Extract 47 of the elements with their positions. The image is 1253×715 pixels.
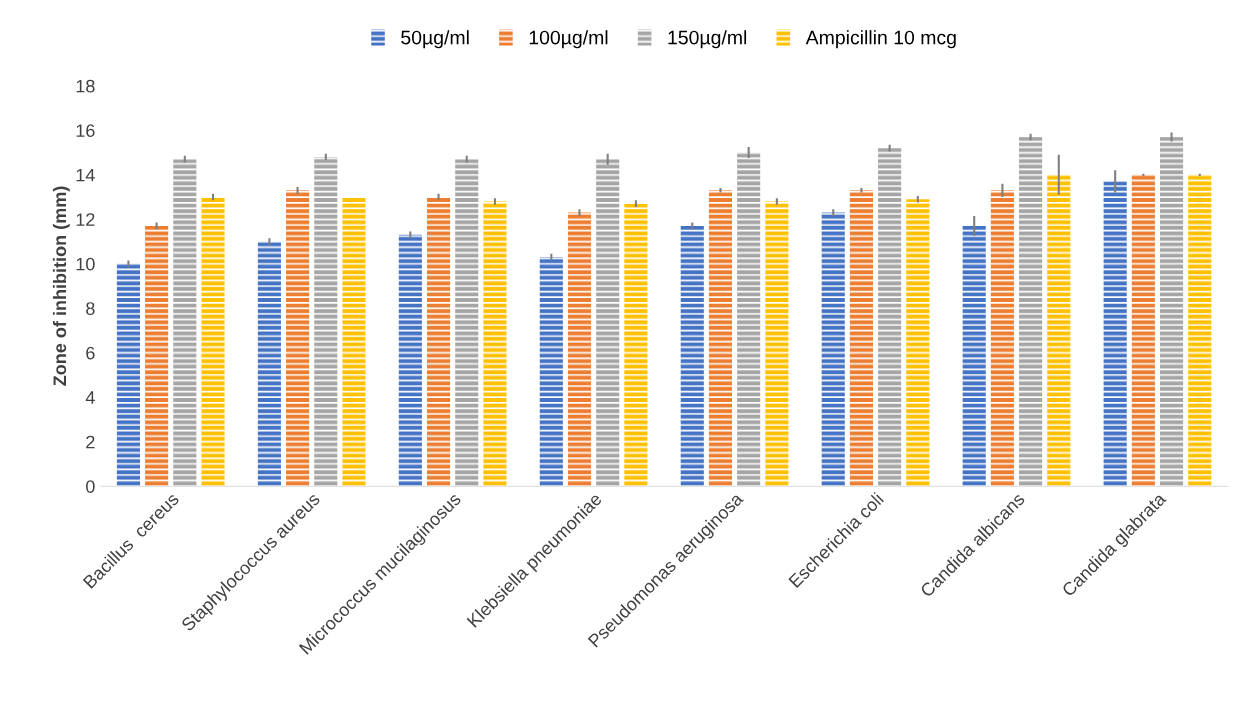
bar	[624, 203, 648, 487]
y-tick-label: 0	[86, 480, 95, 493]
bar	[426, 197, 451, 487]
bar	[990, 190, 1014, 487]
bar	[680, 225, 704, 487]
bar	[1019, 136, 1043, 487]
legend-label: 150µg/ml	[668, 30, 747, 49]
bar	[567, 212, 592, 487]
bar	[173, 159, 197, 487]
bar	[1103, 181, 1127, 487]
legend-label: 100µg/ml	[529, 30, 608, 49]
bar	[257, 241, 281, 487]
bar	[1131, 174, 1155, 487]
y-tick-label: 12	[76, 213, 95, 226]
y-tick-label: 18	[76, 79, 95, 93]
bar	[906, 199, 930, 487]
y-tick-label: 6	[86, 346, 95, 360]
y-axis-title: Zone of inhibition (mm)	[52, 186, 70, 386]
y-tick-label: 2	[86, 435, 95, 449]
bar	[821, 212, 845, 487]
y-tick-label: 10	[76, 257, 95, 271]
y-tick-label: 16	[76, 124, 95, 138]
bar	[201, 197, 225, 487]
bar	[342, 197, 366, 487]
bar	[962, 225, 986, 487]
bar	[455, 159, 479, 487]
bar	[1047, 174, 1071, 487]
bar	[1160, 136, 1184, 487]
bar	[539, 257, 563, 487]
y-tick-label: 14	[76, 168, 95, 182]
bar	[145, 225, 169, 487]
bar	[765, 201, 789, 487]
bar	[878, 148, 902, 487]
bar	[116, 263, 140, 487]
legend-label: 50µg/ml	[401, 30, 469, 49]
bar	[398, 234, 422, 487]
legend-label: Ampicillin 10 mcg	[805, 30, 956, 49]
bar	[708, 190, 733, 487]
y-tick-label: 4	[85, 391, 95, 404]
bar	[286, 190, 310, 487]
bar	[849, 190, 873, 487]
bar	[596, 159, 620, 487]
bar	[483, 201, 507, 487]
bar	[314, 156, 338, 487]
bar	[737, 152, 761, 487]
bar	[1188, 174, 1212, 487]
y-tick-label: 8	[86, 302, 95, 315]
